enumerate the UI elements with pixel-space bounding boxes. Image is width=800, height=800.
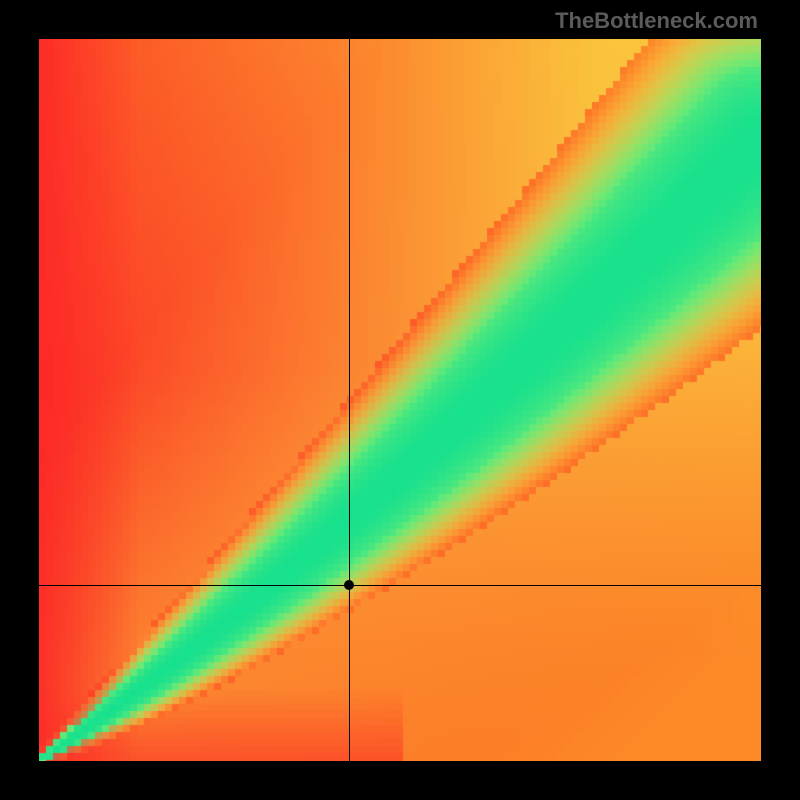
crosshair-vertical	[349, 39, 350, 761]
chart-container: TheBottleneck.com	[0, 0, 800, 800]
plot-area	[39, 39, 761, 761]
watermark-text: TheBottleneck.com	[555, 8, 758, 34]
heatmap-canvas	[39, 39, 761, 761]
marker-dot	[344, 580, 354, 590]
crosshair-horizontal	[39, 585, 761, 586]
